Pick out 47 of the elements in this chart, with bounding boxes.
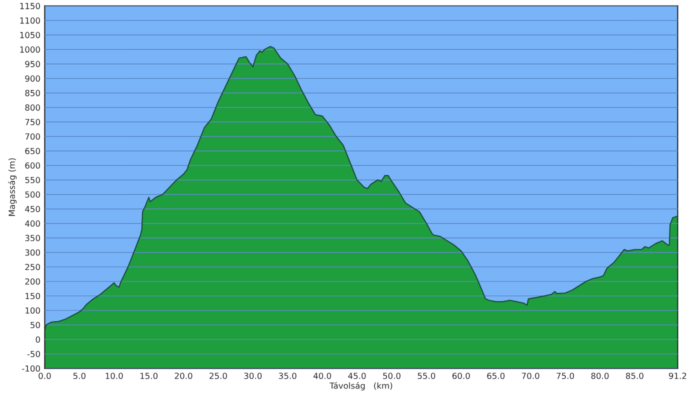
y-axis-title: Magasság (m) — [8, 158, 17, 216]
y-tick-label: 600 — [25, 162, 40, 169]
x-tick-label: 20.0 — [174, 372, 192, 380]
y-tick-label: 500 — [25, 191, 40, 198]
y-tick-label: 1150 — [20, 2, 40, 10]
x-tick-label: 55.0 — [418, 372, 436, 380]
y-tick-label: 850 — [25, 90, 40, 96]
y-tick-label: 1100 — [20, 17, 40, 24]
x-tick-label: 85.0 — [626, 372, 644, 380]
x-tick-label: 35.0 — [278, 372, 296, 380]
y-tick-label: 350 — [25, 234, 40, 242]
x-tick-label: 70.0 — [522, 372, 540, 380]
y-tick-label: 550 — [25, 176, 40, 184]
x-tick-label: 40.0 — [313, 372, 332, 380]
y-tick-label: 300 — [25, 249, 40, 256]
x-tick-label: 45.0 — [348, 372, 366, 380]
x-tick-label: 65.0 — [487, 372, 505, 380]
y-tick-label: 250 — [25, 264, 40, 270]
y-tick-label: -50 — [27, 350, 40, 358]
y-tick-label: 800 — [25, 104, 40, 111]
x-tick-label: 60.0 — [452, 372, 470, 380]
y-tick-label: 200 — [25, 278, 40, 285]
x-tick-label: 10.0 — [106, 372, 123, 380]
y-tick-label: 50 — [30, 322, 40, 328]
x-tick-label: 80.0 — [591, 372, 609, 380]
y-tick-label: 1000 — [20, 46, 40, 53]
y-tick-label: 0 — [36, 336, 40, 343]
y-tick-label: 700 — [25, 133, 40, 140]
x-tick-label: 0.0 — [38, 372, 51, 380]
x-tick-label: 30.0 — [244, 372, 262, 380]
y-tick-label: 750 — [25, 118, 40, 126]
y-tick-label: 900 — [25, 75, 40, 82]
x-tick-label: 91.2 — [668, 372, 686, 380]
y-tick-label: 1050 — [20, 32, 40, 38]
y-tick-label: 950 — [25, 60, 40, 68]
y-tick-label: 400 — [25, 220, 40, 227]
y-tick-label: -100 — [22, 365, 40, 372]
y-tick-label: 100 — [26, 307, 40, 314]
y-tick-label: 150 — [26, 292, 40, 300]
x-tick-label: 50.0 — [383, 372, 400, 380]
y-tick-label: 650 — [25, 148, 40, 154]
x-axis-title: Távolság (km) — [330, 382, 392, 390]
x-tick-label: 15.0 — [140, 372, 158, 380]
x-tick-label: 75.0 — [556, 372, 574, 380]
x-tick-label: 25.0 — [210, 372, 227, 380]
y-tick-label: 450 — [25, 206, 40, 212]
x-tick-label: 5.0 — [73, 372, 86, 380]
